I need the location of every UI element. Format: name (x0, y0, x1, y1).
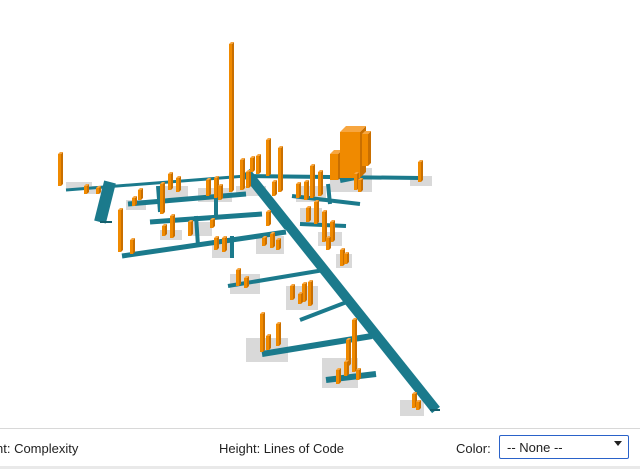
footprint-metric-label: nt: Complexity (0, 441, 79, 456)
street (325, 371, 377, 383)
building[interactable] (336, 368, 341, 384)
building[interactable] (130, 238, 135, 254)
street (194, 215, 200, 247)
district-plate (66, 182, 92, 190)
code-city-visualization[interactable] (0, 0, 640, 428)
building[interactable] (210, 218, 215, 228)
street (127, 191, 247, 207)
building[interactable] (229, 42, 234, 192)
building[interactable] (308, 280, 313, 306)
building[interactable] (344, 252, 349, 264)
building[interactable] (162, 224, 167, 236)
building[interactable] (278, 146, 283, 192)
street (326, 183, 332, 205)
color-metric-label: Color: (456, 441, 491, 456)
building[interactable] (176, 176, 181, 192)
building[interactable] (132, 196, 137, 206)
height-metric-label: Height: Lines of Code (219, 441, 345, 456)
building[interactable] (250, 156, 255, 172)
building[interactable] (58, 152, 63, 186)
street (156, 185, 162, 213)
building[interactable] (160, 182, 165, 214)
building[interactable] (346, 338, 351, 366)
building[interactable] (352, 318, 357, 372)
building[interactable] (240, 158, 245, 190)
building[interactable] (260, 312, 265, 352)
building[interactable] (270, 232, 275, 248)
building[interactable] (206, 178, 211, 196)
building[interactable] (272, 180, 277, 196)
color-select-value: -- None -- (507, 440, 563, 455)
building[interactable] (358, 178, 363, 192)
building[interactable] (416, 400, 421, 410)
building[interactable] (218, 184, 223, 200)
building[interactable] (276, 322, 281, 346)
building[interactable] (322, 210, 327, 242)
building[interactable] (246, 170, 251, 188)
chevron-down-icon (614, 441, 622, 446)
street (94, 180, 116, 224)
building[interactable] (304, 180, 309, 200)
building[interactable] (290, 284, 295, 300)
building[interactable] (138, 188, 143, 200)
building[interactable] (296, 182, 301, 198)
color-metric-select[interactable]: -- None -- (499, 435, 629, 459)
building[interactable] (344, 360, 349, 376)
building[interactable] (276, 238, 281, 250)
building[interactable] (188, 220, 193, 236)
building[interactable] (222, 236, 227, 252)
code-city-canvas[interactable] (0, 0, 640, 428)
building[interactable] (356, 368, 361, 380)
building[interactable] (318, 170, 323, 196)
district-plate (236, 186, 266, 196)
street (149, 211, 263, 225)
building[interactable] (214, 236, 219, 250)
building[interactable] (326, 236, 331, 250)
building[interactable] (362, 131, 371, 166)
building[interactable] (298, 292, 303, 304)
building[interactable] (310, 164, 315, 198)
district-plate (188, 222, 212, 236)
street (299, 298, 353, 322)
street (291, 194, 361, 206)
building[interactable] (418, 160, 423, 182)
building[interactable] (244, 276, 249, 288)
building[interactable] (314, 200, 319, 224)
bottom-strip (0, 466, 640, 469)
building[interactable] (306, 206, 311, 222)
building[interactable] (96, 186, 101, 194)
building[interactable] (168, 172, 173, 190)
building[interactable] (266, 138, 271, 176)
building[interactable] (170, 214, 175, 238)
building[interactable] (118, 208, 123, 252)
building[interactable] (262, 236, 267, 246)
building[interactable] (256, 154, 261, 174)
street (270, 208, 288, 230)
building[interactable] (266, 334, 271, 350)
metric-toolbar: nt: Complexity Height: Lines of Code Col… (0, 428, 640, 470)
street (121, 229, 287, 259)
building[interactable] (236, 268, 241, 286)
building[interactable] (266, 210, 271, 226)
building[interactable] (84, 184, 89, 194)
street (242, 168, 440, 414)
